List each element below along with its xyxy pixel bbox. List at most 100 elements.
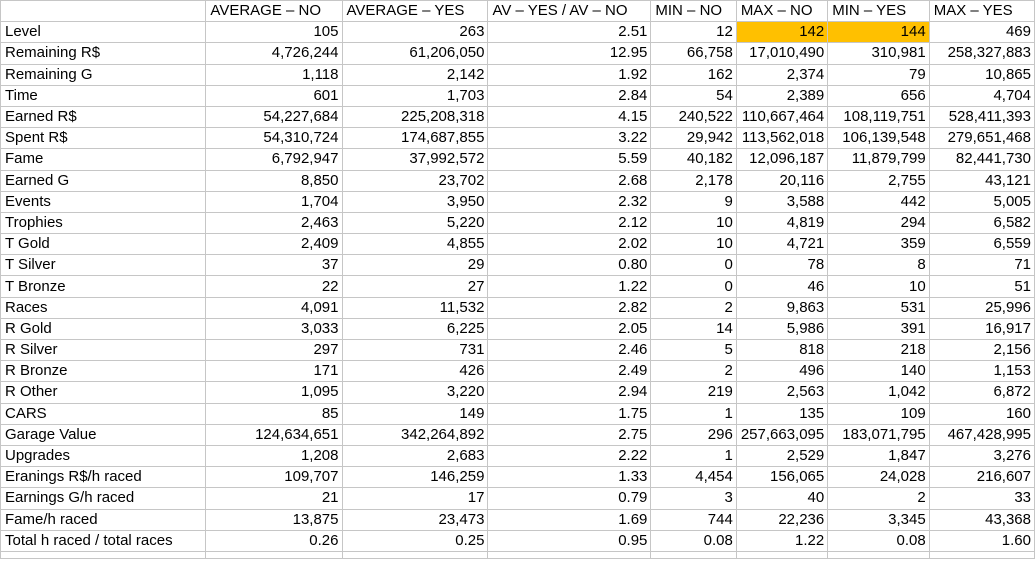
value-cell[interactable]: 1,118 bbox=[205, 63, 343, 86]
value-cell[interactable]: 174,687,855 bbox=[341, 127, 489, 150]
value-cell[interactable]: 279,651,468 bbox=[928, 127, 1035, 150]
value-cell[interactable]: 27 bbox=[341, 275, 489, 298]
value-cell[interactable]: 5,220 bbox=[341, 211, 489, 235]
value-cell[interactable]: 135 bbox=[735, 402, 829, 425]
value-cell[interactable]: 0.08 bbox=[650, 529, 737, 552]
value-cell[interactable]: 2 bbox=[827, 487, 930, 510]
value-cell[interactable]: 1.60 bbox=[928, 529, 1035, 552]
value-cell[interactable]: 5 bbox=[650, 338, 737, 362]
value-cell[interactable]: 20,116 bbox=[735, 169, 829, 192]
value-cell[interactable]: 9,863 bbox=[735, 296, 829, 319]
row-label-cell[interactable]: T Silver bbox=[0, 254, 207, 277]
row-label-cell[interactable]: Total h raced / total races bbox=[0, 529, 207, 552]
value-cell[interactable]: 6,582 bbox=[928, 211, 1035, 235]
value-cell[interactable]: 218 bbox=[827, 338, 930, 362]
value-cell[interactable]: 16,917 bbox=[928, 317, 1035, 341]
value-cell[interactable]: 12.95 bbox=[487, 42, 652, 65]
column-header-cell[interactable]: AV – YES / AV – NO bbox=[487, 0, 652, 23]
value-cell[interactable]: 469 bbox=[928, 21, 1035, 44]
value-cell[interactable]: 2.75 bbox=[487, 423, 652, 446]
value-cell[interactable]: 29 bbox=[341, 254, 489, 277]
value-cell[interactable]: 43,368 bbox=[928, 508, 1035, 531]
value-cell[interactable]: 601 bbox=[205, 84, 343, 107]
value-cell[interactable]: 1.69 bbox=[487, 508, 652, 531]
value-cell[interactable]: 1,153 bbox=[928, 360, 1035, 383]
row-label-cell[interactable]: Remaining G bbox=[0, 63, 207, 86]
empty-cell[interactable] bbox=[650, 550, 737, 559]
value-cell[interactable]: 78 bbox=[735, 254, 829, 277]
value-cell[interactable]: 11,532 bbox=[341, 296, 489, 319]
row-label-cell[interactable]: Earned G bbox=[0, 169, 207, 192]
value-cell[interactable]: 1.75 bbox=[487, 402, 652, 425]
value-cell[interactable]: 2,755 bbox=[827, 169, 930, 192]
value-cell[interactable]: 744 bbox=[650, 508, 737, 531]
value-cell[interactable]: 149 bbox=[341, 402, 489, 425]
value-cell[interactable]: 5.59 bbox=[487, 148, 652, 171]
value-cell[interactable]: 4,855 bbox=[341, 233, 489, 256]
value-cell[interactable]: 22,236 bbox=[735, 508, 829, 531]
value-cell[interactable]: 2.46 bbox=[487, 338, 652, 362]
value-cell[interactable]: 10 bbox=[650, 233, 737, 256]
row-label-cell[interactable]: T Gold bbox=[0, 233, 207, 256]
value-cell[interactable]: 40 bbox=[735, 487, 829, 510]
value-cell[interactable]: 37,992,572 bbox=[341, 148, 489, 171]
value-cell[interactable]: 2 bbox=[650, 296, 737, 319]
value-cell[interactable]: 496 bbox=[735, 360, 829, 383]
row-label-cell[interactable]: R Silver bbox=[0, 338, 207, 362]
value-cell[interactable]: 426 bbox=[341, 360, 489, 383]
row-label-cell[interactable]: Level bbox=[0, 21, 207, 44]
header-corner-cell[interactable] bbox=[0, 0, 207, 23]
value-cell[interactable]: 1,703 bbox=[341, 84, 489, 107]
row-label-cell[interactable]: Fame/h raced bbox=[0, 508, 207, 531]
value-cell[interactable]: 2.94 bbox=[487, 381, 652, 404]
row-label-cell[interactable]: Races bbox=[0, 296, 207, 319]
value-cell[interactable]: 2.02 bbox=[487, 233, 652, 256]
value-cell[interactable]: 10 bbox=[827, 275, 930, 298]
value-cell[interactable]: 2,156 bbox=[928, 338, 1035, 362]
value-cell[interactable]: 105 bbox=[205, 21, 343, 44]
value-cell[interactable]: 6,792,947 bbox=[205, 148, 343, 171]
value-cell[interactable]: 0.95 bbox=[487, 529, 652, 552]
value-cell[interactable]: 294 bbox=[827, 211, 930, 235]
value-cell[interactable]: 54 bbox=[650, 84, 737, 107]
value-cell[interactable]: 258,327,883 bbox=[928, 42, 1035, 65]
row-label-cell[interactable]: Eranings R$/h raced bbox=[0, 466, 207, 489]
column-header-cell[interactable]: MIN – YES bbox=[827, 0, 930, 23]
value-cell[interactable]: 37 bbox=[205, 254, 343, 277]
value-cell[interactable]: 297 bbox=[205, 338, 343, 362]
value-cell[interactable]: 4,819 bbox=[735, 211, 829, 235]
value-cell[interactable]: 467,428,995 bbox=[928, 423, 1035, 446]
value-cell[interactable]: 1,095 bbox=[205, 381, 343, 404]
value-cell[interactable]: 3 bbox=[650, 487, 737, 510]
value-cell[interactable]: 142 bbox=[735, 21, 829, 44]
value-cell[interactable]: 216,607 bbox=[928, 466, 1035, 489]
value-cell[interactable]: 183,071,795 bbox=[827, 423, 930, 446]
value-cell[interactable]: 51 bbox=[928, 275, 1035, 298]
value-cell[interactable]: 54,227,684 bbox=[205, 105, 343, 129]
empty-cell[interactable] bbox=[928, 550, 1035, 559]
row-label-cell[interactable]: Earned R$ bbox=[0, 105, 207, 129]
value-cell[interactable]: 1 bbox=[650, 402, 737, 425]
value-cell[interactable]: 66,758 bbox=[650, 42, 737, 65]
value-cell[interactable]: 1.22 bbox=[735, 529, 829, 552]
value-cell[interactable]: 391 bbox=[827, 317, 930, 341]
empty-cell[interactable] bbox=[0, 550, 207, 559]
value-cell[interactable]: 79 bbox=[827, 63, 930, 86]
row-label-cell[interactable]: CARS bbox=[0, 402, 207, 425]
empty-cell[interactable] bbox=[205, 550, 343, 559]
value-cell[interactable]: 2,409 bbox=[205, 233, 343, 256]
row-label-cell[interactable]: Trophies bbox=[0, 211, 207, 235]
value-cell[interactable]: 11,879,799 bbox=[827, 148, 930, 171]
value-cell[interactable]: 2,142 bbox=[341, 63, 489, 86]
value-cell[interactable]: 108,119,751 bbox=[827, 105, 930, 129]
value-cell[interactable]: 656 bbox=[827, 84, 930, 107]
value-cell[interactable]: 263 bbox=[341, 21, 489, 44]
value-cell[interactable]: 342,264,892 bbox=[341, 423, 489, 446]
row-label-cell[interactable]: Spent R$ bbox=[0, 127, 207, 150]
row-label-cell[interactable]: Time bbox=[0, 84, 207, 107]
value-cell[interactable]: 531 bbox=[827, 296, 930, 319]
value-cell[interactable]: 2,529 bbox=[735, 444, 829, 468]
row-label-cell[interactable]: Fame bbox=[0, 148, 207, 171]
value-cell[interactable]: 2.84 bbox=[487, 84, 652, 107]
value-cell[interactable]: 2,463 bbox=[205, 211, 343, 235]
